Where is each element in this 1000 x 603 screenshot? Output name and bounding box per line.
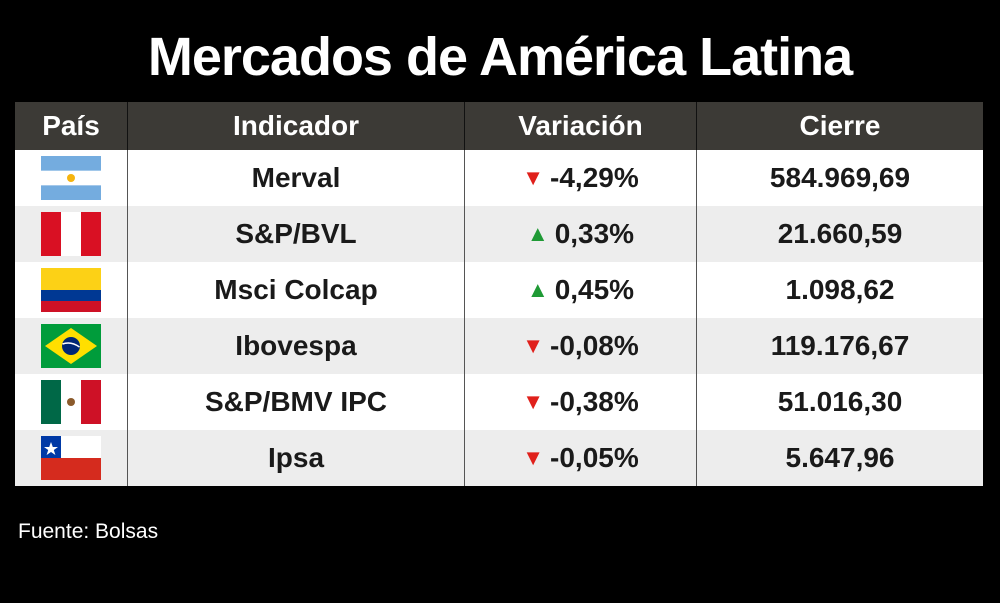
table-body: Merval ▼ -4,29% 584.969,69 S&P/BVL ▲ 0,33% 21.6… [15, 150, 983, 486]
country-flag-cell [15, 430, 128, 486]
argentina-flag-icon [41, 156, 101, 200]
variation-cell: ▼ -4,29% [465, 150, 697, 206]
variation-cell: ▲ 0,45% [465, 262, 697, 318]
table-row: Ipsa ▼ -0,05% 5.647,96 [15, 430, 983, 486]
table-row: Merval ▼ -4,29% 584.969,69 [15, 150, 983, 206]
indicator-cell: Merval [128, 150, 465, 206]
variation-cell: ▲ 0,33% [465, 206, 697, 262]
brazil-flag-icon [41, 324, 101, 368]
country-flag-cell [15, 318, 128, 374]
table-row: S&P/BMV IPC ▼ -0,38% 51.016,30 [15, 374, 983, 430]
indicator-cell: Ibovespa [128, 318, 465, 374]
variation-cell: ▼ -0,08% [465, 318, 697, 374]
triangle-down-icon: ▼ [522, 445, 545, 470]
close-cell: 5.647,96 [785, 442, 895, 473]
source-note: Fuente: Bolsas [18, 520, 159, 543]
indicator-cell: Msci Colcap [128, 262, 465, 318]
column-header-country: País [15, 102, 128, 150]
variation-value: -0,38% [550, 386, 639, 417]
variation-value: -0,05% [550, 442, 639, 473]
close-cell: 1.098,62 [785, 274, 895, 305]
indicator-cell: Ipsa [128, 430, 465, 486]
indicator-cell: S&P/BVL [128, 206, 465, 262]
indicator-cell: S&P/BMV IPC [128, 374, 465, 430]
table-row: Ibovespa ▼ -0,08% 119.176,67 [15, 318, 983, 374]
table-row: Msci Colcap ▲ 0,45% 1.098,62 [15, 262, 983, 318]
peru-flag-icon [41, 212, 101, 256]
triangle-up-icon: ▲ [526, 221, 549, 246]
variation-value: -4,29% [550, 162, 639, 193]
triangle-down-icon: ▼ [522, 333, 545, 358]
close-cell: 51.016,30 [777, 386, 903, 417]
column-header-variation: Variación [465, 102, 697, 150]
chart-title: Mercados de América Latina [147, 27, 853, 87]
close-cell: 21.660,59 [777, 218, 903, 249]
variation-cell: ▼ -0,38% [465, 374, 697, 430]
markets-table: País Indicador Variación Cierre Merval ▼ -… [15, 102, 983, 486]
variation-value: -0,08% [550, 330, 639, 361]
country-flag-cell [15, 206, 128, 262]
column-header-indicator: Indicador [128, 102, 465, 150]
chile-flag-icon [41, 436, 101, 480]
column-header-close: Cierre [799, 110, 881, 141]
country-flag-cell [15, 262, 128, 318]
variation-cell: ▼ -0,05% [465, 430, 697, 486]
mexico-flag-icon [41, 380, 101, 424]
table-header-row: País Indicador Variación Cierre [15, 102, 983, 150]
close-cell: 584.969,69 [769, 162, 911, 193]
colombia-flag-icon [41, 268, 101, 312]
country-flag-cell [15, 374, 128, 430]
triangle-down-icon: ▼ [522, 389, 545, 414]
table-row: S&P/BVL ▲ 0,33% 21.660,59 [15, 206, 983, 262]
close-cell: 119.176,67 [770, 330, 910, 361]
variation-value: 0,33% [554, 218, 635, 249]
country-flag-cell [15, 150, 128, 206]
triangle-up-icon: ▲ [526, 277, 549, 302]
variation-value: 0,45% [554, 274, 635, 305]
triangle-down-icon: ▼ [522, 165, 545, 190]
